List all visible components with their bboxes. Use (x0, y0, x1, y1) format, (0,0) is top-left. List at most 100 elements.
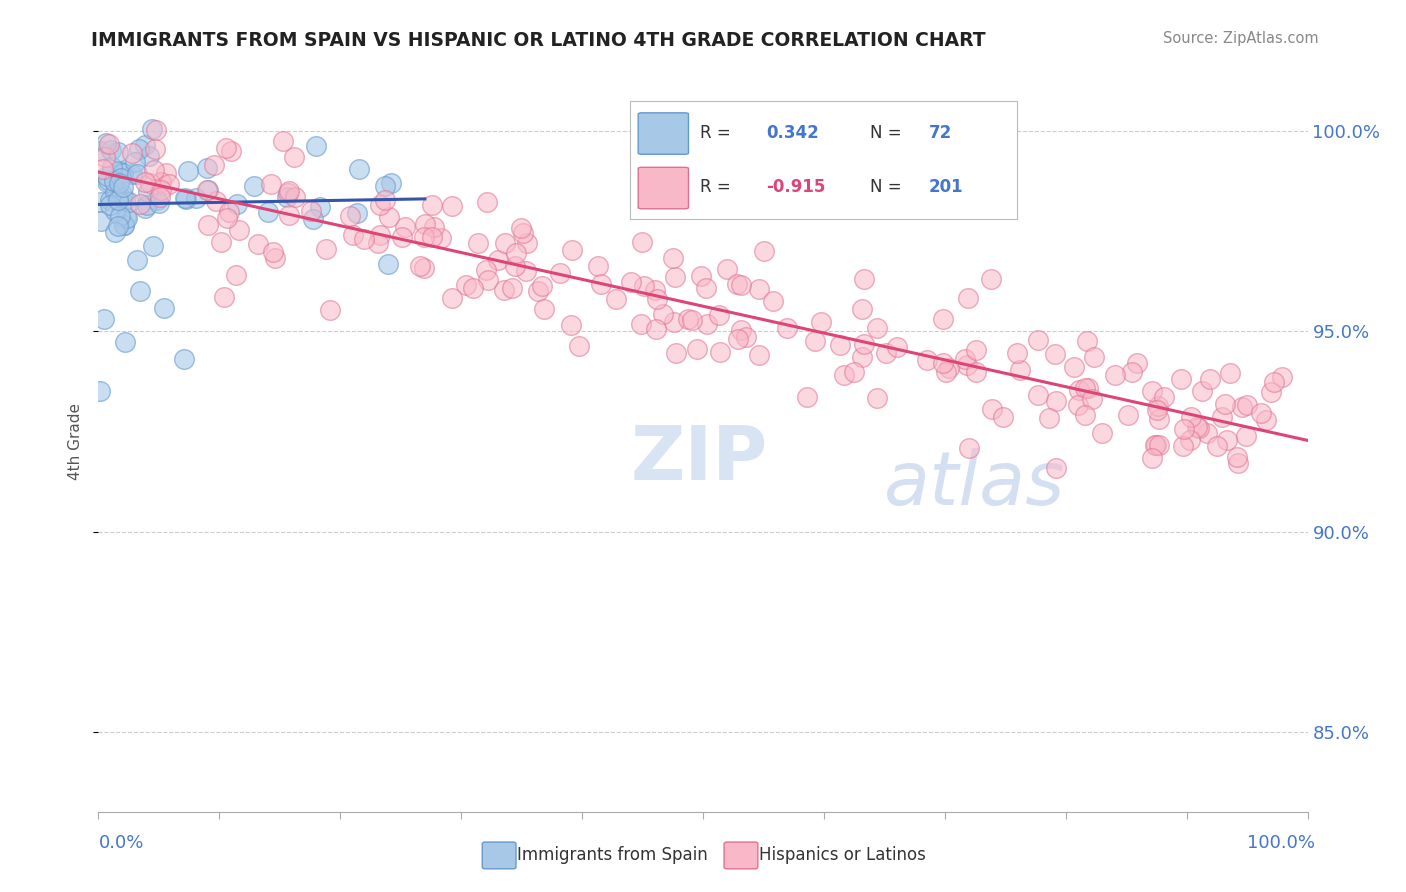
Point (695, 281, 717, 295)
Point (1038, 410, 1060, 425)
Point (347, 161, 370, 176)
Point (1140, 451, 1163, 466)
Point (1081, 392, 1104, 406)
Point (832, 368, 855, 382)
Point (730, 323, 752, 337)
Text: atlas: atlas (884, 448, 1066, 519)
Point (866, 321, 889, 335)
Point (965, 365, 987, 379)
Point (456, 277, 478, 292)
Point (97, 173, 120, 187)
Point (93, 162, 115, 177)
Point (589, 277, 612, 291)
Point (1147, 399, 1170, 413)
Point (851, 302, 873, 317)
Point (1007, 346, 1029, 360)
Point (107, 177, 129, 191)
Point (620, 275, 643, 289)
Point (127, 167, 149, 181)
Point (228, 223, 250, 237)
Point (516, 236, 538, 251)
Point (775, 320, 797, 334)
Point (148, 195, 170, 210)
Point (90, 144, 112, 158)
Point (676, 311, 699, 326)
Point (981, 401, 1004, 416)
Point (377, 257, 399, 271)
Point (630, 317, 652, 331)
Point (141, 122, 163, 136)
Point (652, 307, 675, 321)
Point (157, 177, 180, 191)
Point (301, 211, 323, 226)
Point (264, 251, 287, 265)
Point (1140, 384, 1163, 398)
Point (111, 179, 134, 194)
Point (278, 208, 301, 222)
Point (177, 164, 200, 178)
Point (247, 236, 270, 251)
Point (530, 279, 553, 293)
Point (412, 261, 434, 276)
Point (842, 365, 865, 379)
Point (409, 259, 432, 273)
Point (110, 166, 132, 180)
Point (605, 292, 627, 306)
Point (441, 198, 464, 212)
Point (804, 334, 827, 349)
Point (727, 332, 749, 346)
Point (696, 317, 718, 331)
Point (1144, 437, 1167, 451)
Point (394, 219, 416, 234)
Point (709, 345, 731, 359)
Point (645, 322, 668, 336)
Point (315, 242, 337, 256)
Point (1254, 413, 1277, 427)
Point (117, 211, 139, 225)
Point (730, 278, 752, 293)
Point (1234, 429, 1257, 443)
Point (748, 348, 770, 362)
Point (664, 270, 686, 285)
Point (644, 283, 666, 297)
Point (90, 214, 112, 228)
Point (271, 134, 294, 148)
Point (494, 236, 516, 251)
Point (121, 167, 143, 181)
Point (124, 155, 146, 169)
Point (128, 142, 150, 156)
Point (875, 345, 897, 359)
Point (103, 174, 125, 188)
Point (486, 252, 509, 267)
Point (415, 217, 437, 231)
Point (143, 163, 166, 178)
Point (262, 245, 284, 260)
Point (1230, 401, 1253, 415)
Point (957, 441, 980, 455)
Point (1091, 426, 1114, 441)
Text: ZIP: ZIP (630, 423, 768, 496)
Point (129, 197, 152, 211)
Point (283, 149, 305, 163)
Point (494, 284, 516, 298)
Point (104, 185, 127, 199)
Point (1116, 409, 1139, 423)
Point (197, 219, 219, 233)
Point (94, 150, 117, 164)
Point (828, 338, 851, 352)
Point (734, 330, 756, 344)
Point (101, 161, 124, 175)
Point (647, 293, 669, 307)
Point (1045, 393, 1067, 408)
Point (94, 136, 117, 151)
Point (257, 205, 280, 219)
Point (353, 232, 375, 246)
Point (931, 311, 953, 326)
Point (1144, 438, 1167, 452)
Point (1104, 368, 1126, 382)
Point (1211, 410, 1233, 425)
Point (1146, 403, 1168, 417)
Point (110, 164, 132, 178)
Point (110, 171, 132, 186)
Point (548, 266, 571, 280)
